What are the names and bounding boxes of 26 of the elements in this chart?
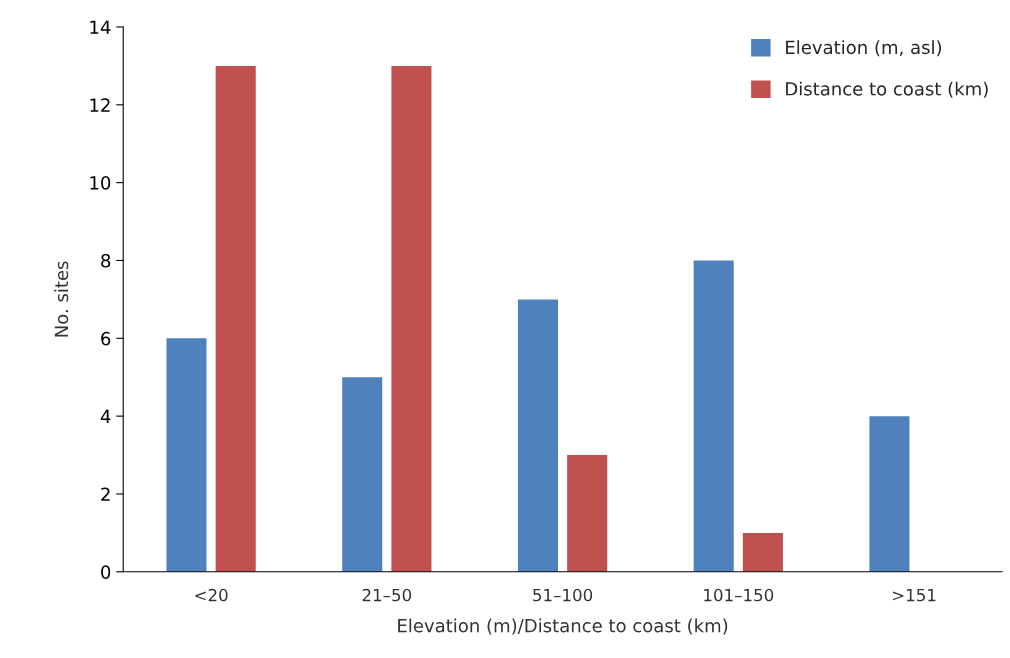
y-tick-label: 14 [90, 20, 111, 34]
bar [391, 65, 432, 572]
y-tick-label: 6 [101, 331, 111, 346]
y-tick-label: 8 [101, 253, 111, 268]
x-axis-title: Elevation (m)/Distance to coast (km) [398, 618, 728, 635]
y-tick-label: 2 [101, 487, 110, 501]
x-tick-label: 101–150 [704, 588, 774, 602]
x-tick-label: 51–100 [533, 588, 593, 602]
y-tick-label: 4 [100, 409, 111, 423]
bar [567, 455, 608, 572]
y-axis-title: No. sites [54, 261, 69, 337]
legend-label: Distance to coast (km) [786, 81, 988, 98]
y-tick-label: 0 [101, 565, 111, 579]
y-tick-label: 10 [90, 176, 111, 190]
bar [869, 416, 910, 572]
bar [517, 299, 558, 572]
x-tick-label: 21–50 [362, 588, 412, 602]
bar [215, 65, 256, 572]
y-tick-label: 12 [90, 98, 110, 112]
bar [742, 532, 783, 572]
x-tick-label: <20 [195, 588, 228, 602]
bar [166, 338, 207, 572]
x-tick-label: >151 [892, 588, 936, 602]
bar [693, 260, 734, 572]
legend-label: Elevation (m, asl) [786, 40, 942, 57]
bar [342, 377, 383, 572]
